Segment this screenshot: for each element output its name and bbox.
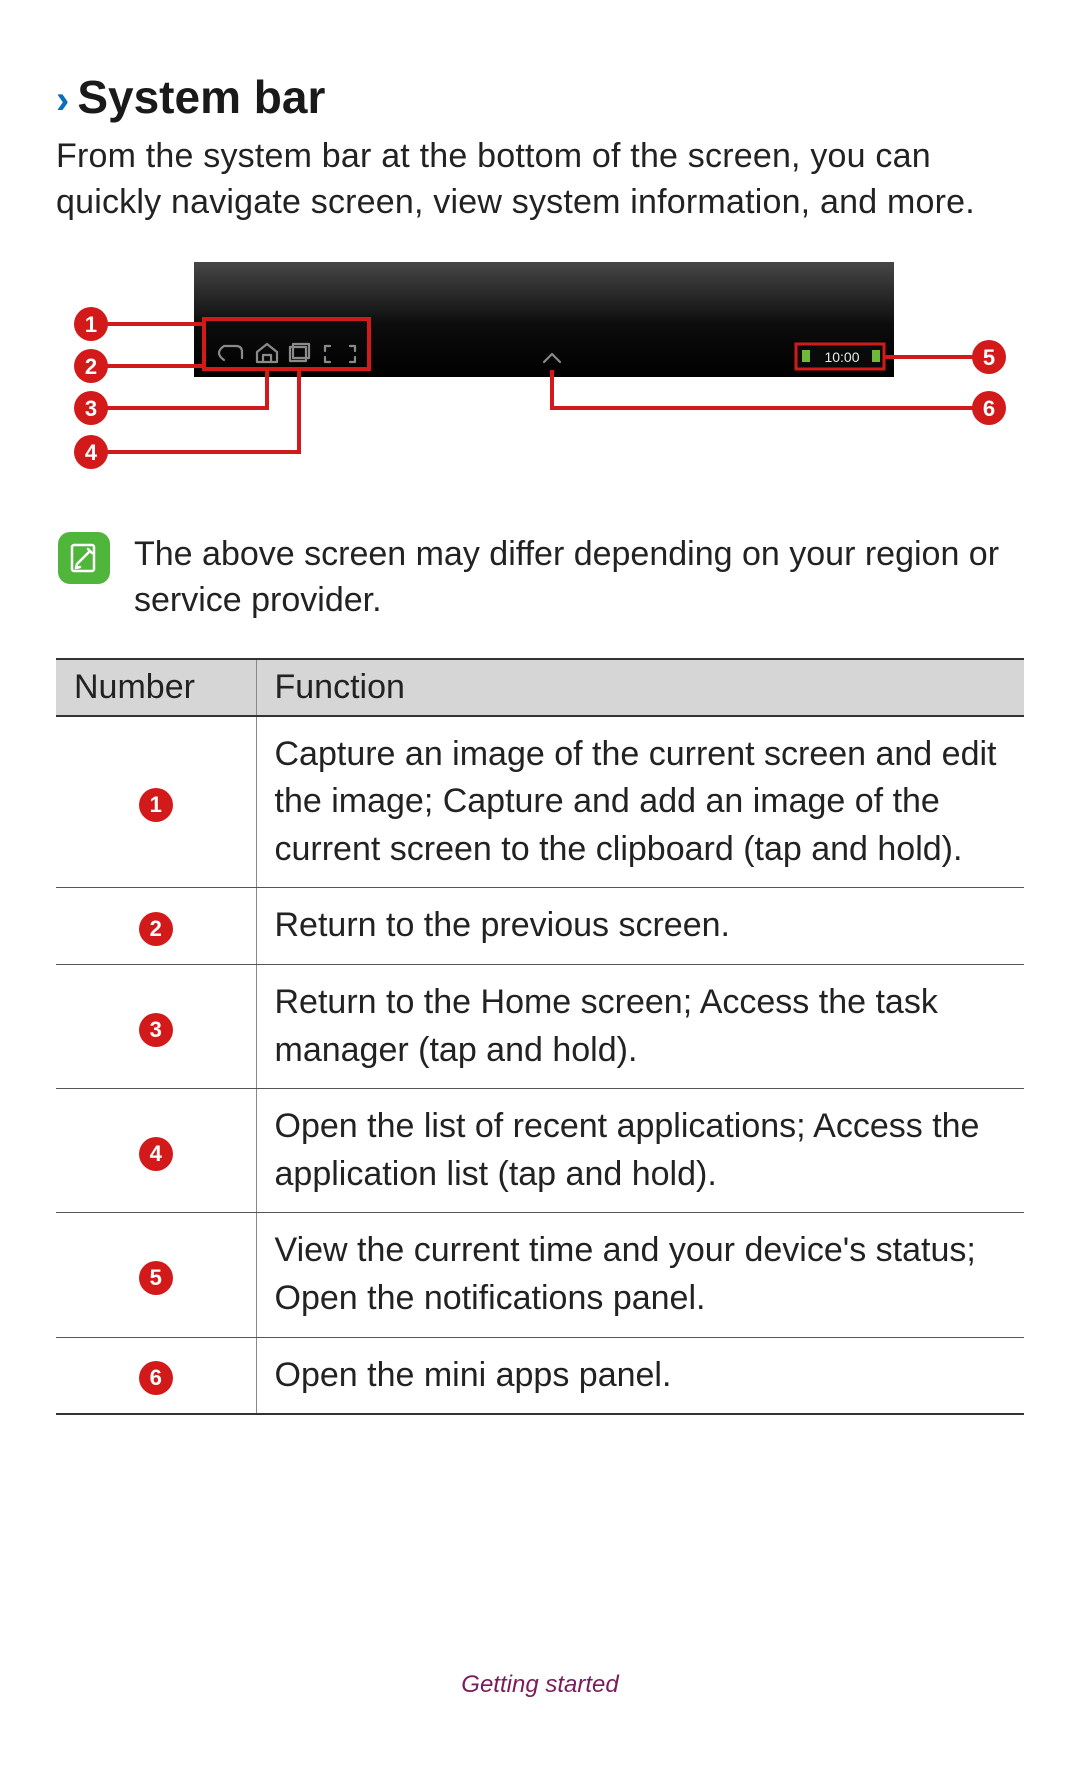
svg-text:1: 1 — [85, 312, 97, 337]
svg-text:10:00: 10:00 — [824, 349, 859, 365]
svg-text:2: 2 — [85, 354, 97, 379]
number-badge: 4 — [139, 1137, 173, 1171]
system-bar-diagram: 10:00 — [74, 262, 1006, 492]
section-heading: › System bar — [56, 70, 1024, 124]
svg-text:4: 4 — [85, 440, 98, 465]
col-header-function: Function — [256, 659, 1024, 716]
table-function-cell: Open the list of recent applications; Ac… — [256, 1089, 1024, 1213]
intro-paragraph: From the system bar at the bottom of the… — [56, 134, 1024, 226]
table-function-cell: View the current time and your device's … — [256, 1213, 1024, 1337]
svg-text:3: 3 — [85, 396, 97, 421]
table-row: 1 Capture an image of the current screen … — [56, 716, 1024, 888]
table-number-cell: 5 — [56, 1213, 256, 1337]
table-function-cell: Return to the Home screen; Access the ta… — [256, 964, 1024, 1088]
number-badge: 2 — [139, 912, 173, 946]
table-number-cell: 6 — [56, 1337, 256, 1414]
number-badge: 3 — [139, 1013, 173, 1047]
table-function-cell: Capture an image of the current screen a… — [256, 716, 1024, 888]
footer-section: Getting started — [0, 1671, 1080, 1699]
page-footer: Getting started 25 — [0, 1671, 1080, 1743]
table-number-cell: 2 — [56, 888, 256, 965]
note-text: The above screen may differ depending on… — [134, 532, 1024, 624]
svg-text:5: 5 — [983, 345, 995, 370]
chevron-right-icon: › — [56, 78, 69, 123]
number-badge: 5 — [139, 1261, 173, 1295]
footer-page-number: 25 — [514, 1703, 566, 1743]
function-table: Number Function 1 Capture an image of the… — [56, 658, 1024, 1416]
table-number-cell: 3 — [56, 964, 256, 1088]
diagram-svg: 10:00 — [74, 262, 1006, 492]
note-icon — [58, 532, 110, 584]
table-row: 6 Open the mini apps panel. — [56, 1337, 1024, 1414]
number-badge: 1 — [139, 788, 173, 822]
table-function-cell: Open the mini apps panel. — [256, 1337, 1024, 1414]
table-function-cell: Return to the previous screen. — [256, 888, 1024, 965]
table-number-cell: 4 — [56, 1089, 256, 1213]
heading-title: System bar — [77, 70, 325, 124]
note-row: The above screen may differ depending on… — [56, 532, 1024, 624]
svg-text:6: 6 — [983, 396, 995, 421]
number-badge: 6 — [139, 1361, 173, 1395]
table-row: 3 Return to the Home screen; Access the t… — [56, 964, 1024, 1088]
table-row: 5 View the current time and your device's… — [56, 1213, 1024, 1337]
table-row: 4 Open the list of recent applications; A… — [56, 1089, 1024, 1213]
table-number-cell: 1 — [56, 716, 256, 888]
col-header-number: Number — [56, 659, 256, 716]
table-row: 2 Return to the previous screen. — [56, 888, 1024, 965]
